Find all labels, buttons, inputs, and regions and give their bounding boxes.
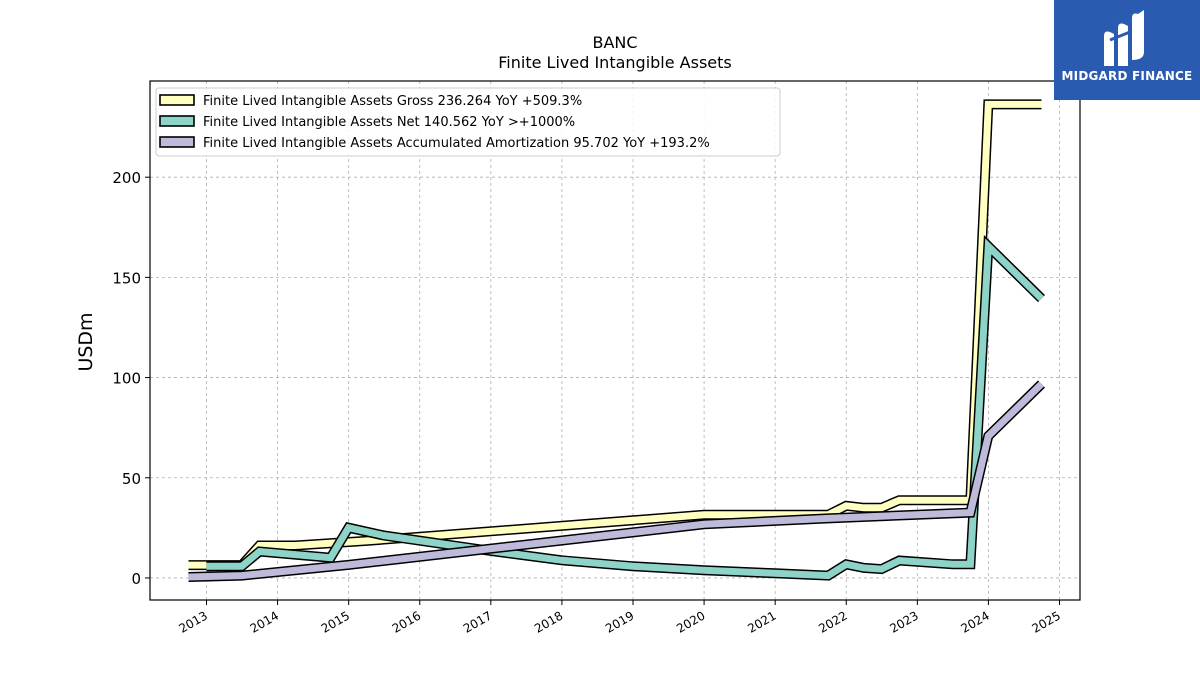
x-tick-label: 2013: [177, 608, 210, 635]
x-tick-label: 2017: [461, 608, 494, 635]
x-tick-label: 2024: [958, 608, 991, 635]
x-tick-label: 2020: [674, 608, 707, 635]
legend-swatch: [159, 136, 195, 148]
mg-logo-icon: [1104, 10, 1144, 66]
legend: Finite Lived Intangible Assets Gross 236…: [155, 87, 781, 157]
series-line-outline-1: [188, 99, 1042, 571]
legend-label: Finite Lived Intangible Assets Gross 236…: [203, 94, 582, 109]
brand-logo: MIDGARD FINANCE: [1054, 0, 1200, 100]
chart-title: BANC: [592, 33, 637, 52]
x-tick-label: 2014: [248, 608, 281, 635]
x-axis-ticks: 2013 2014 2015 2016 2017 2018 2019 2020 2021 2022…: [177, 600, 1063, 636]
chart-subtitle: Finite Lived Intangible Assets: [498, 53, 731, 72]
y-tick-label: 150: [112, 269, 141, 287]
legend-swatch: [159, 115, 195, 127]
y-tick-label: 200: [112, 169, 141, 187]
plot-frame: [149, 80, 1081, 601]
series-line-2: [206, 238, 1044, 580]
x-tick-label: 2019: [603, 608, 636, 635]
y-tick-label: 50: [122, 470, 141, 488]
x-tick-label: 2023: [887, 608, 920, 635]
legend-box: [155, 87, 781, 157]
y-axis-label: USDm: [75, 312, 97, 371]
x-tick-label: 2025: [1030, 608, 1063, 635]
series-line-outline-2: [206, 234, 1046, 581]
x-tick-label: 2015: [319, 608, 352, 635]
series-line-1: [188, 100, 1042, 569]
legend-label: Finite Lived Intangible Assets Accumulat…: [203, 136, 710, 151]
legend-label: Finite Lived Intangible Assets Net 140.5…: [203, 115, 575, 130]
legend-swatch: [159, 94, 195, 106]
y-tick-label: 100: [112, 370, 141, 388]
series-line-3: [188, 381, 1044, 581]
x-tick-label: 2021: [745, 608, 778, 635]
y-tick-label: 0: [131, 570, 141, 588]
y-axis-ticks: 0 50 100 150 200: [112, 169, 150, 588]
brand-name: MIDGARD FINANCE: [1061, 69, 1193, 83]
x-tick-label: 2018: [532, 608, 565, 635]
series-lines: [188, 99, 1046, 582]
x-tick-label: 2016: [390, 608, 423, 635]
x-tick-label: 2022: [816, 608, 849, 635]
